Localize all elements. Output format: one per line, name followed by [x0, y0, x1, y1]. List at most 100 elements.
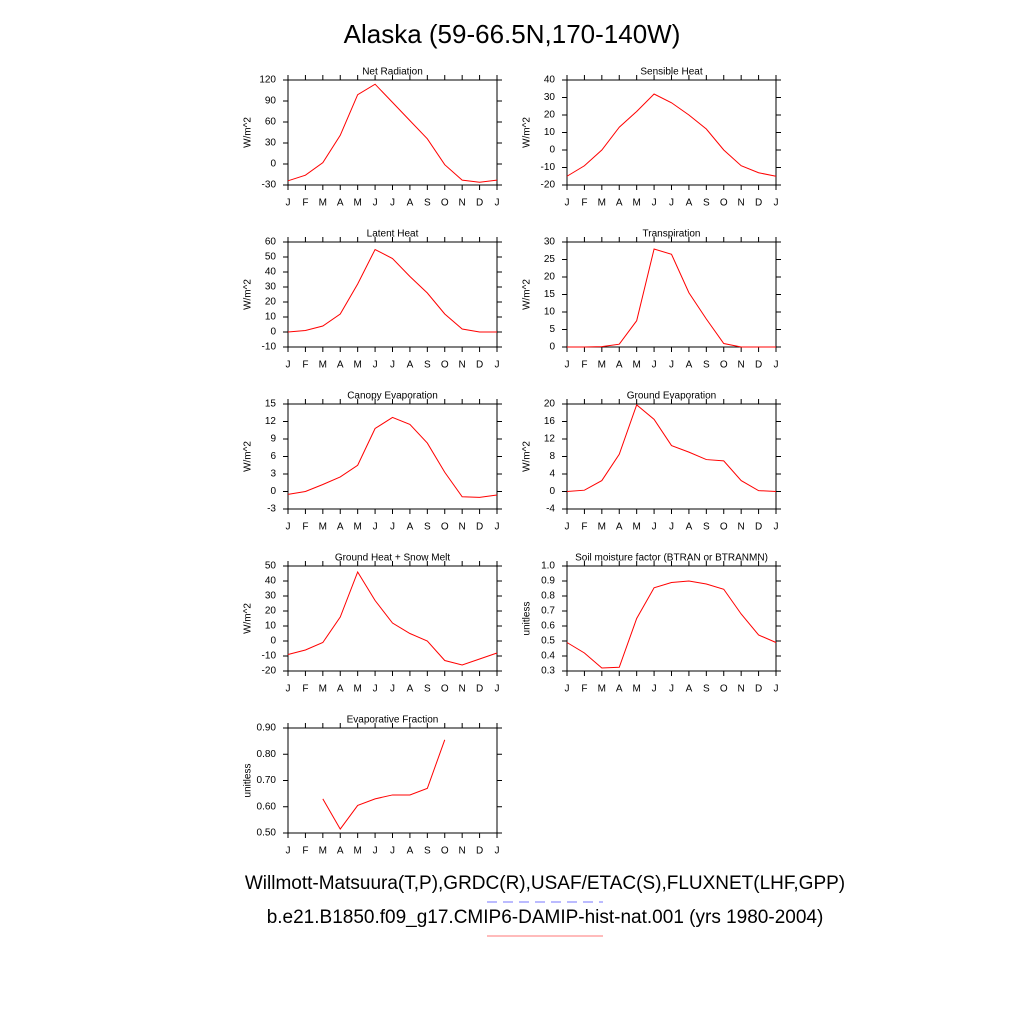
y-tick-label: 120 — [259, 75, 276, 86]
data-line — [566, 580, 777, 669]
y-tick-label: 90 — [265, 96, 277, 107]
x-tick-label: J — [286, 846, 291, 857]
data-line — [566, 93, 777, 177]
y-tick-label: 50 — [265, 252, 277, 263]
y-tick-label: -3 — [267, 504, 276, 515]
plot-frame — [566, 403, 777, 510]
x-tick-label: J — [390, 360, 395, 371]
x-tick-label: D — [755, 522, 762, 533]
y-tick-label: 0.90 — [257, 723, 277, 734]
x-tick-label: N — [459, 522, 466, 533]
y-tick-label: 4 — [549, 469, 555, 480]
data-line — [287, 83, 498, 183]
y-tick-label: 0.6 — [541, 621, 555, 632]
plot-frame — [287, 565, 498, 672]
x-tick-label: S — [424, 846, 431, 857]
x-tick-label: M — [319, 198, 327, 209]
x-tick-label: J — [390, 846, 395, 857]
x-tick-label: A — [686, 198, 693, 209]
x-tick-label: N — [459, 684, 466, 695]
x-tick-label: O — [441, 522, 449, 533]
x-tick-label: M — [632, 522, 640, 533]
x-tick-label: S — [424, 522, 431, 533]
x-tick-label: D — [476, 684, 483, 695]
x-tick-label: S — [424, 198, 431, 209]
panel-title: Latent Heat — [367, 229, 419, 240]
panel: Soil moisture factor (BTRAN or BTRANMN) u… — [522, 553, 781, 695]
x-tick-label: S — [424, 360, 431, 371]
x-tick-label: F — [581, 684, 587, 695]
data-line — [566, 404, 777, 492]
y-axis-label: W/m^2 — [522, 279, 533, 310]
x-tick-label: M — [353, 684, 361, 695]
y-tick-label: 30 — [265, 282, 277, 293]
y-tick-label: 20 — [265, 606, 277, 617]
x-tick-label: A — [337, 198, 344, 209]
x-tick-label: S — [703, 360, 710, 371]
x-tick-label: A — [407, 522, 414, 533]
y-tick-label: 60 — [265, 117, 277, 128]
y-tick-label: 0 — [549, 145, 555, 156]
x-tick-label: S — [703, 198, 710, 209]
x-tick-label: J — [652, 684, 657, 695]
y-tick-label: 0.8 — [541, 591, 555, 602]
y-tick-label: 6 — [270, 451, 276, 462]
y-tick-label: 1.0 — [541, 561, 555, 572]
panel: Ground Heat + Snow Melt W/m^2 -20 -10 0 10 20 3… — [243, 553, 502, 695]
plot-frame — [287, 403, 498, 510]
x-tick-label: F — [581, 360, 587, 371]
y-tick-label: 0.4 — [541, 651, 555, 662]
plot-frame — [287, 241, 498, 348]
plot-frame — [287, 727, 498, 834]
x-tick-label: M — [319, 522, 327, 533]
x-tick-label: J — [652, 522, 657, 533]
y-tick-label: 0 — [270, 636, 276, 647]
x-tick-label: J — [286, 522, 291, 533]
y-tick-label: 60 — [265, 237, 277, 248]
x-tick-label: M — [353, 522, 361, 533]
y-tick-label: -30 — [262, 180, 277, 191]
x-tick-label: O — [441, 684, 449, 695]
x-tick-label: J — [286, 198, 291, 209]
y-tick-label: 0 — [549, 486, 555, 497]
y-tick-label: 9 — [270, 434, 276, 445]
x-tick-label: A — [337, 684, 344, 695]
y-axis-label: W/m^2 — [522, 117, 533, 148]
x-tick-label: M — [353, 846, 361, 857]
x-tick-label: F — [302, 198, 308, 209]
x-tick-label: A — [686, 522, 693, 533]
x-tick-label: J — [286, 360, 291, 371]
x-tick-label: J — [286, 684, 291, 695]
x-tick-label: J — [373, 198, 378, 209]
x-tick-label: J — [565, 198, 570, 209]
x-tick-label: M — [598, 360, 606, 371]
y-tick-label: 12 — [265, 416, 277, 427]
x-tick-label: J — [774, 684, 779, 695]
x-tick-label: J — [774, 360, 779, 371]
y-tick-label: 30 — [544, 237, 556, 248]
panel-title: Ground Heat + Snow Melt — [335, 553, 451, 564]
x-tick-label: D — [476, 846, 483, 857]
x-tick-label: J — [373, 684, 378, 695]
x-tick-label: A — [407, 846, 414, 857]
x-tick-label: F — [302, 360, 308, 371]
x-tick-label: F — [302, 684, 308, 695]
panel: Evaporative Fraction unitless 0.50 0.60 0.70… — [243, 715, 502, 857]
x-tick-label: D — [476, 198, 483, 209]
panel-title: Sensible Heat — [640, 67, 702, 78]
y-tick-label: 5 — [549, 324, 555, 335]
x-tick-label: J — [669, 522, 674, 533]
x-tick-label: J — [373, 846, 378, 857]
x-tick-label: J — [774, 198, 779, 209]
panel-title: Canopy Evaporation — [347, 391, 438, 402]
x-tick-label: M — [632, 198, 640, 209]
y-tick-label: -10 — [262, 651, 277, 662]
x-tick-label: A — [686, 360, 693, 371]
y-tick-label: 0 — [270, 327, 276, 338]
x-tick-label: J — [669, 360, 674, 371]
y-tick-label: 15 — [544, 289, 556, 300]
